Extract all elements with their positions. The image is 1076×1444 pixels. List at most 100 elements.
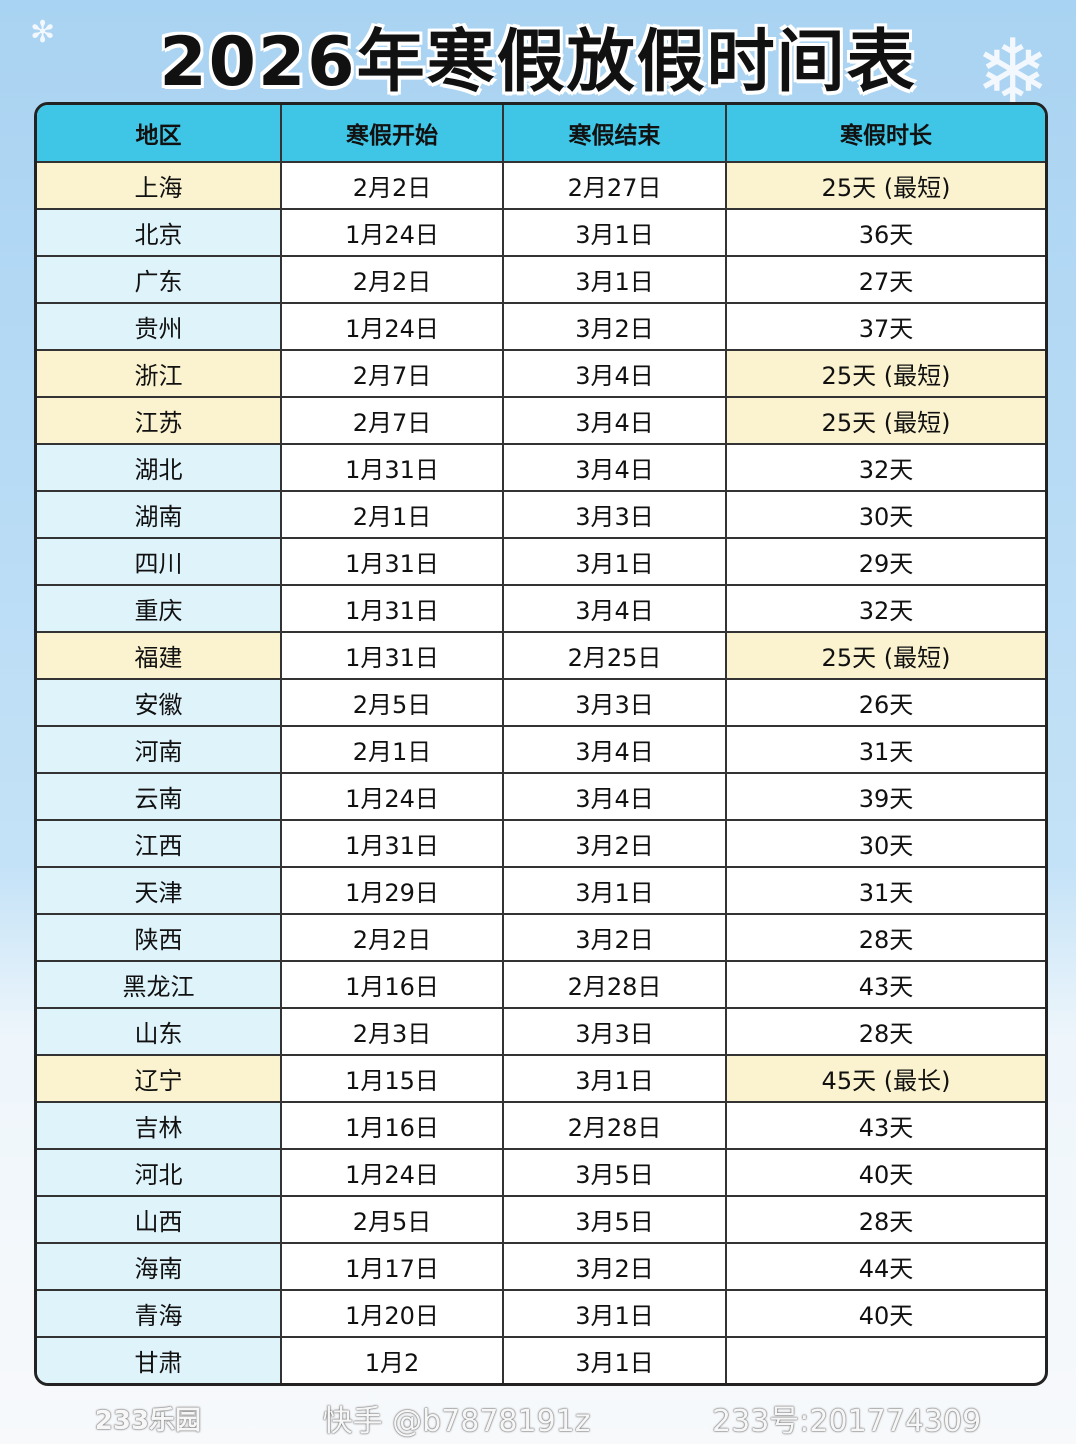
watermark-bar: 233乐园 快手 @b7878191z 233号:201774309 — [34, 1398, 1042, 1439]
table-row: 吉林 1月16日 2月28日 43天 — [37, 1101, 1045, 1148]
cell-region: 山东 — [37, 1009, 280, 1054]
cell-end: 3月4日 — [502, 774, 725, 819]
cell-start: 1月29日 — [280, 868, 502, 913]
watermark-logo: 233乐园 — [94, 1405, 202, 1436]
cell-start: 1月24日 — [280, 1150, 502, 1195]
table-row: 四川 1月31日 3月1日 29天 — [37, 537, 1045, 584]
cell-days: 30天 — [725, 821, 1045, 866]
cell-end: 3月4日 — [502, 586, 725, 631]
table-row: 天津 1月29日 3月1日 31天 — [37, 866, 1045, 913]
cell-region: 四川 — [37, 539, 280, 584]
cell-start: 1月31日 — [280, 445, 502, 490]
cell-region: 甘肃 — [37, 1338, 280, 1383]
cell-end: 3月3日 — [502, 680, 725, 725]
table-row: 上海 2月2日 2月27日 25天 (最短) — [37, 161, 1045, 208]
cell-end: 3月1日 — [502, 1056, 725, 1101]
cell-end: 3月1日 — [502, 868, 725, 913]
column-header: 寒假时长 — [725, 105, 1045, 161]
cell-end: 3月1日 — [502, 257, 725, 302]
table-row: 青海 1月20日 3月1日 40天 — [37, 1289, 1045, 1336]
cell-region: 黑龙江 — [37, 962, 280, 1007]
table-row: 黑龙江 1月16日 2月28日 43天 — [37, 960, 1045, 1007]
cell-region: 陕西 — [37, 915, 280, 960]
cell-start: 2月2日 — [280, 257, 502, 302]
table-row: 重庆 1月31日 3月4日 32天 — [37, 584, 1045, 631]
watermark: 快手 @b7878191z — [322, 1404, 591, 1439]
cell-region: 浙江 — [37, 351, 280, 396]
cell-days: 45天 (最长) — [725, 1056, 1045, 1101]
table-body: 上海 2月2日 2月27日 25天 (最短) 北京 1月24日 3月1日 36天 广东 2月2日 3… — [37, 161, 1045, 1383]
table-row: 广东 2月2日 3月1日 27天 — [37, 255, 1045, 302]
cell-start: 2月7日 — [280, 398, 502, 443]
cell-start: 2月1日 — [280, 492, 502, 537]
cell-days: 27天 — [725, 257, 1045, 302]
cell-start: 1月31日 — [280, 633, 502, 678]
cell-region: 云南 — [37, 774, 280, 819]
cell-days: 32天 — [725, 586, 1045, 631]
cell-region: 江西 — [37, 821, 280, 866]
cell-end: 3月1日 — [502, 210, 725, 255]
table-row: 贵州 1月24日 3月2日 37天 — [37, 302, 1045, 349]
snowflake-icon: ✻ — [30, 15, 56, 50]
table-row: 陕西 2月2日 3月2日 28天 — [37, 913, 1045, 960]
cell-start: 2月2日 — [280, 915, 502, 960]
cell-days: 25天 (最短) — [725, 351, 1045, 396]
cell-region: 安徽 — [37, 680, 280, 725]
table-row: 云南 1月24日 3月4日 39天 — [37, 772, 1045, 819]
cell-end: 3月3日 — [502, 492, 725, 537]
cell-region: 辽宁 — [37, 1056, 280, 1101]
cell-start: 1月16日 — [280, 1103, 502, 1148]
cell-days: 25天 (最短) — [725, 398, 1045, 443]
cell-start: 1月24日 — [280, 774, 502, 819]
cell-days: 29天 — [725, 539, 1045, 584]
cell-start: 1月31日 — [280, 539, 502, 584]
watermark: 233号:201774309 — [712, 1404, 982, 1439]
cell-region: 广东 — [37, 257, 280, 302]
cell-end: 3月2日 — [502, 821, 725, 866]
cell-start: 2月5日 — [280, 680, 502, 725]
cell-end: 3月1日 — [502, 1338, 725, 1383]
cell-start: 2月5日 — [280, 1197, 502, 1242]
table-row: 海南 1月17日 3月2日 44天 — [37, 1242, 1045, 1289]
cell-region: 天津 — [37, 868, 280, 913]
cell-days: 32天 — [725, 445, 1045, 490]
table-row: 江西 1月31日 3月2日 30天 — [37, 819, 1045, 866]
cell-end: 3月2日 — [502, 915, 725, 960]
cell-start: 2月3日 — [280, 1009, 502, 1054]
cell-end: 2月28日 — [502, 1103, 725, 1148]
cell-days: 25天 (最短) — [725, 163, 1045, 208]
cell-start: 2月2日 — [280, 163, 502, 208]
table-row: 山东 2月3日 3月3日 28天 — [37, 1007, 1045, 1054]
cell-days: 37天 — [725, 304, 1045, 349]
cell-days: 26天 — [725, 680, 1045, 725]
column-header: 寒假结束 — [502, 105, 725, 161]
table-row: 甘肃 1月2 3月1日 — [37, 1336, 1045, 1383]
cell-end: 2月25日 — [502, 633, 725, 678]
column-header: 地区 — [37, 105, 280, 161]
cell-end: 3月3日 — [502, 1009, 725, 1054]
cell-days: 39天 — [725, 774, 1045, 819]
cell-region: 海南 — [37, 1244, 280, 1289]
cell-days: 28天 — [725, 915, 1045, 960]
table-row: 北京 1月24日 3月1日 36天 — [37, 208, 1045, 255]
cell-region: 湖北 — [37, 445, 280, 490]
cell-region: 江苏 — [37, 398, 280, 443]
cell-start: 1月31日 — [280, 821, 502, 866]
cell-end: 2月27日 — [502, 163, 725, 208]
cell-region: 山西 — [37, 1197, 280, 1242]
cell-region: 河南 — [37, 727, 280, 772]
cell-days: 44天 — [725, 1244, 1045, 1289]
cell-region: 上海 — [37, 163, 280, 208]
cell-region: 贵州 — [37, 304, 280, 349]
cell-start: 1月2 — [280, 1338, 502, 1383]
cell-days: 36天 — [725, 210, 1045, 255]
cell-start: 1月31日 — [280, 586, 502, 631]
table-row: 安徽 2月5日 3月3日 26天 — [37, 678, 1045, 725]
cell-start: 1月17日 — [280, 1244, 502, 1289]
cell-end: 3月5日 — [502, 1150, 725, 1195]
cell-end: 3月2日 — [502, 1244, 725, 1289]
cell-start: 1月16日 — [280, 962, 502, 1007]
cell-region: 北京 — [37, 210, 280, 255]
table-row: 湖北 1月31日 3月4日 32天 — [37, 443, 1045, 490]
cell-days: 40天 — [725, 1291, 1045, 1336]
